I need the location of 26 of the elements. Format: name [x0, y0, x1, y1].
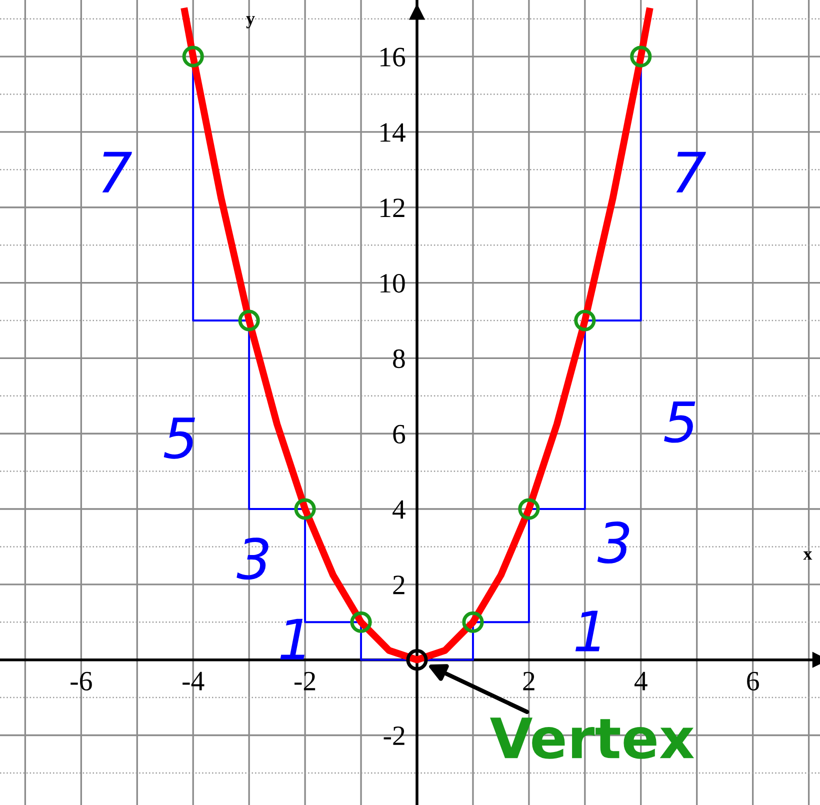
annotation: 1 — [575, 610, 600, 652]
y-tick-label: 6 — [393, 424, 406, 444]
annotation: 7 — [676, 152, 706, 192]
y-tick-label: 12 — [380, 198, 404, 218]
annotation: 3 — [597, 521, 630, 564]
x-tick-label: -6 — [70, 672, 92, 690]
y-tick-label: 14 — [380, 123, 406, 142]
x-tick-label: 4 — [634, 672, 648, 690]
annotation: 5 — [164, 418, 196, 459]
annotation: 1 — [280, 618, 304, 660]
annotation: Vertex — [490, 718, 694, 759]
y-tick-label: 2 — [393, 576, 404, 594]
y-axis-title: y — [246, 16, 255, 28]
y-tick-label: 10 — [380, 274, 405, 293]
x-tick-label: -4 — [182, 672, 204, 690]
annotation: 3 — [236, 538, 268, 580]
x-axis-title: x — [803, 551, 812, 560]
annotation: 7 — [102, 152, 132, 192]
annotation: 5 — [664, 401, 696, 443]
x-tick-label: 2 — [523, 672, 534, 690]
x-tick-label: -2 — [294, 672, 316, 690]
y-tick-label: 4 — [392, 500, 406, 519]
y-tick-label: 16 — [380, 48, 406, 66]
y-tick-label: -2 — [384, 726, 404, 745]
y-tick-label: 8 — [393, 349, 405, 368]
x-tick-label: 6 — [747, 672, 759, 690]
